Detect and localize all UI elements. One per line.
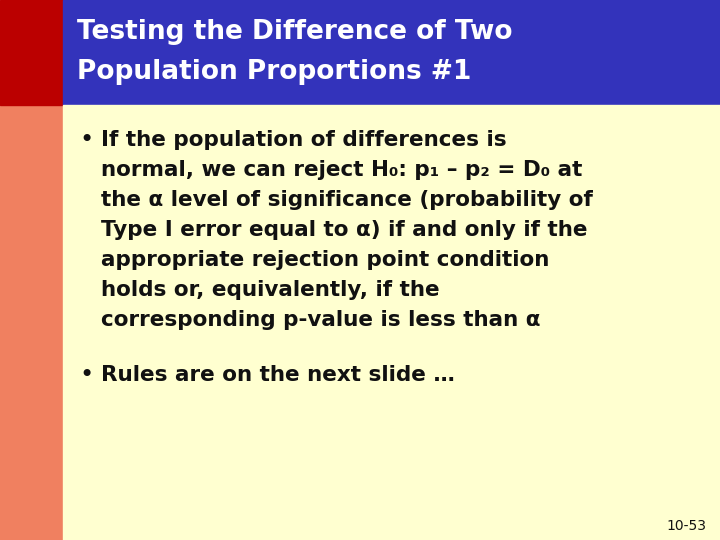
Text: normal, we can reject H₀: p₁ – p₂ = D₀ at: normal, we can reject H₀: p₁ – p₂ = D₀ a… — [101, 160, 582, 180]
Text: corresponding p-value is less than α: corresponding p-value is less than α — [101, 310, 541, 330]
Text: Population Proportions #1: Population Proportions #1 — [77, 59, 472, 85]
Text: Rules are on the next slide …: Rules are on the next slide … — [101, 365, 455, 385]
Bar — [63, 105, 720, 540]
Text: •: • — [79, 363, 94, 387]
Text: appropriate rejection point condition: appropriate rejection point condition — [101, 250, 549, 270]
Text: the α level of significance (probability of: the α level of significance (probability… — [101, 190, 593, 210]
Bar — [0, 105, 63, 540]
Text: Type I error equal to α) if and only if the: Type I error equal to α) if and only if … — [101, 220, 588, 240]
Text: 10-53: 10-53 — [666, 519, 706, 533]
Bar — [0, 0, 63, 105]
Bar — [63, 0, 720, 105]
Text: holds or, equivalently, if the: holds or, equivalently, if the — [101, 280, 440, 300]
Text: Testing the Difference of Two: Testing the Difference of Two — [77, 19, 513, 45]
Text: •: • — [79, 128, 94, 152]
Text: If the population of differences is: If the population of differences is — [101, 130, 507, 150]
